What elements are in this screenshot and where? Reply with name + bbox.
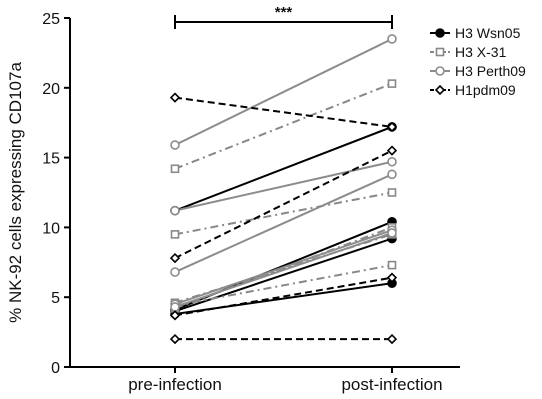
series-line: [174, 173, 393, 273]
y-tick-label: 0: [51, 360, 60, 377]
series-line: [174, 125, 393, 212]
data-point: [387, 156, 397, 167]
series-line: [174, 149, 393, 260]
data-point: [170, 205, 180, 216]
y-tick-label: 25: [42, 11, 60, 28]
legend: H3 Wsn05 H3 X-31 H3 Perth09 H1pdm09: [430, 25, 526, 98]
data-point: [170, 267, 180, 277]
data-point: [169, 333, 181, 345]
series-lines: [174, 38, 393, 341]
legend-marker: [435, 47, 445, 57]
series-line: [174, 160, 393, 212]
data-point: [386, 121, 398, 133]
significance-label: ***: [275, 4, 293, 21]
legend-marker: [434, 84, 446, 96]
series-line: [174, 237, 393, 313]
axes: 0 5 10 15 20 25 pre-infection post-infection: [42, 11, 460, 394]
data-point: [386, 272, 398, 283]
data-point: [170, 230, 180, 239]
data-point: [386, 145, 398, 156]
y-tick-label: 15: [42, 151, 60, 168]
legend-marker: [435, 28, 445, 38]
series-line: [174, 96, 393, 128]
series-line: [174, 82, 393, 170]
series-line: [174, 191, 393, 236]
legend-label: H3 Perth09: [455, 63, 526, 79]
data-point: [386, 333, 398, 345]
y-tick-label: 5: [51, 290, 60, 307]
data-point: [387, 34, 397, 44]
series-line: [174, 232, 393, 308]
data-point: [170, 140, 180, 150]
data-point: [170, 164, 180, 174]
data-point: [387, 169, 397, 180]
significance-bracket: ***: [174, 4, 393, 29]
data-point: [169, 92, 181, 103]
legend-marker: [435, 66, 445, 76]
series-line: [174, 38, 393, 146]
x-tick-label: post-infection: [341, 375, 442, 394]
legend-label: H3 Wsn05: [455, 25, 521, 41]
y-tick-label: 10: [42, 220, 60, 237]
data-point: [387, 79, 397, 88]
series-line: [174, 264, 393, 307]
data-point: [387, 188, 397, 197]
legend-label: H1pdm09: [455, 82, 516, 98]
series-line: [174, 276, 393, 317]
data-point: [387, 228, 397, 238]
data-point: [169, 252, 181, 264]
x-tick-label: pre-infection: [128, 375, 222, 394]
data-point: [387, 260, 397, 270]
data-point: [170, 302, 180, 312]
data-point: [169, 310, 181, 321]
y-axis-title: % NK-92 cells expressing CD107a: [6, 62, 25, 323]
series-markers: [169, 34, 398, 345]
series-line: [174, 229, 393, 306]
y-tick-label: 20: [42, 81, 60, 98]
legend-label: H3 X-31: [455, 44, 507, 60]
